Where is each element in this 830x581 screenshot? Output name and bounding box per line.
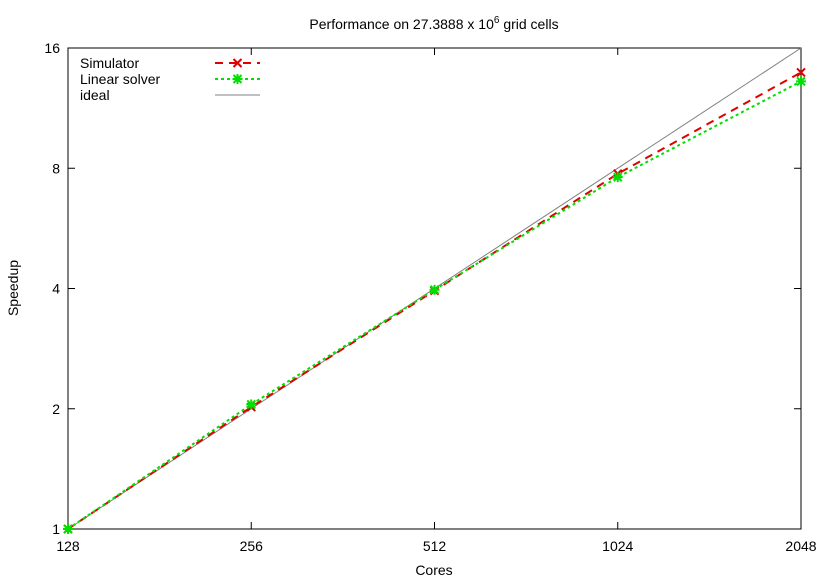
x-tick-label: 2048 bbox=[785, 538, 816, 554]
data-point-linear-solver bbox=[246, 399, 257, 410]
data-point-linear-solver bbox=[796, 76, 806, 87]
data-point-linear-solver bbox=[612, 172, 623, 183]
y-tick-label: 2 bbox=[52, 401, 60, 417]
x-tick-label: 256 bbox=[240, 538, 264, 554]
y-tick-label: 4 bbox=[52, 281, 60, 297]
y-axis-label: Speedup bbox=[5, 260, 21, 316]
y-tick-label: 8 bbox=[52, 160, 60, 176]
legend-label-ideal: ideal bbox=[80, 87, 110, 103]
series-line-simulator bbox=[67, 71, 802, 530]
data-point-linear-solver bbox=[63, 524, 73, 534]
legend-marker-linear-solver bbox=[232, 74, 243, 84]
y-tick-label: 16 bbox=[44, 40, 60, 56]
series-line-linear-solver bbox=[67, 80, 802, 530]
data-point-simulator bbox=[796, 67, 806, 78]
legend-marker-simulator bbox=[232, 58, 243, 68]
x-tick-label: 128 bbox=[56, 538, 80, 554]
x-tick-label: 512 bbox=[423, 538, 447, 554]
y-tick-label: 1 bbox=[52, 521, 60, 537]
chart-title: Performance on 27.3888 x 106 grid cells bbox=[309, 15, 558, 32]
legend-label-linear-solver: Linear solver bbox=[80, 71, 160, 87]
legend-label-simulator: Simulator bbox=[80, 55, 139, 71]
x-tick-label: 1024 bbox=[602, 538, 633, 554]
data-point-linear-solver bbox=[429, 284, 440, 295]
x-axis-label: Cores bbox=[415, 562, 452, 578]
